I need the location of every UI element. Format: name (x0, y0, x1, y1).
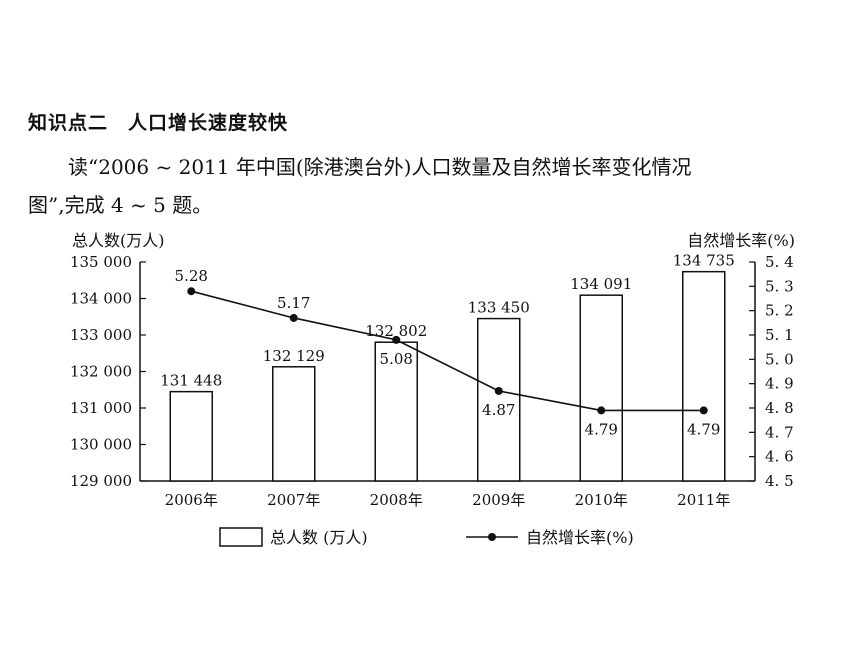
section-heading: 知识点二 人口增长速度较快 (28, 112, 289, 134)
rate-value-label: 4.79 (585, 420, 618, 438)
left-tick-label: 130 000 (70, 436, 132, 454)
rate-point (187, 287, 196, 296)
right-tick-label: 4. 5 (765, 472, 794, 490)
right-tick-label: 5. 1 (765, 326, 794, 344)
legend-line-label: 自然增长率(%) (526, 528, 634, 547)
left-tick-label: 134 000 (70, 290, 132, 308)
left-tick-label: 129 000 (70, 472, 132, 490)
legend-line-marker (488, 533, 496, 541)
rate-value-label: 5.28 (175, 267, 208, 285)
right-axis-title: 自然增长率(%) (687, 231, 795, 250)
bar-value-label: 134 735 (673, 252, 735, 270)
left-tick-label: 135 000 (70, 253, 132, 271)
rate-value-label: 4.87 (482, 401, 515, 419)
bar (374, 341, 418, 482)
x-tick-label: 2007年 (267, 491, 320, 509)
bar-value-label: 132 129 (263, 347, 325, 365)
bar (272, 366, 316, 482)
bar (579, 294, 623, 482)
rate-point (597, 406, 606, 415)
right-tick-label: 4. 8 (765, 399, 794, 417)
rate-line (191, 290, 704, 412)
x-tick-label: 2011年 (677, 491, 730, 509)
rate-point (289, 313, 298, 322)
right-tick-label: 5. 2 (765, 302, 794, 320)
bar-value-label: 132 802 (365, 322, 427, 340)
legend-bar-swatch (219, 527, 263, 547)
bar-value-label: 133 450 (468, 299, 530, 317)
bar-value-label: 131 448 (160, 372, 222, 390)
right-tick-label: 4. 7 (765, 423, 794, 441)
left-tick-label: 131 000 (70, 399, 132, 417)
legend-bar-label: 总人数 (万人) (270, 528, 368, 547)
bar (477, 317, 521, 482)
paragraph-line-2: 图”,完成 4 ~ 5 题。 (28, 193, 213, 217)
bar-value-label: 134 091 (570, 275, 632, 293)
x-tick-label: 2010年 (575, 491, 628, 509)
left-tick-label: 132 000 (70, 363, 132, 381)
x-tick-label: 2009年 (472, 491, 525, 509)
bar (682, 270, 726, 482)
right-tick-label: 5. 0 (765, 350, 794, 368)
right-tick-label: 4. 9 (765, 375, 794, 393)
rate-value-label: 5.08 (380, 350, 413, 368)
x-tick-label: 2006年 (165, 491, 218, 509)
paragraph-line-1: 读“2006 ~ 2011 年中国(除港澳台外)人口数量及自然增长率变化情况 (68, 155, 692, 179)
x-tick-label: 2008年 (370, 491, 423, 509)
left-tick-label: 133 000 (70, 326, 132, 344)
left-axis-title: 总人数(万人) (72, 231, 165, 250)
rate-point (392, 335, 401, 344)
bar (169, 390, 213, 482)
right-tick-label: 5. 3 (765, 277, 794, 295)
rate-point (699, 406, 708, 415)
rate-value-label: 5.17 (277, 294, 310, 312)
right-tick-label: 5. 4 (765, 253, 794, 271)
question-paragraph: 读“2006 ~ 2011 年中国(除港澳台外)人口数量及自然增长率变化情况 图… (28, 148, 838, 224)
rate-value-label: 4.79 (687, 420, 720, 438)
rate-point (494, 386, 503, 395)
right-tick-label: 4. 6 (765, 448, 794, 466)
